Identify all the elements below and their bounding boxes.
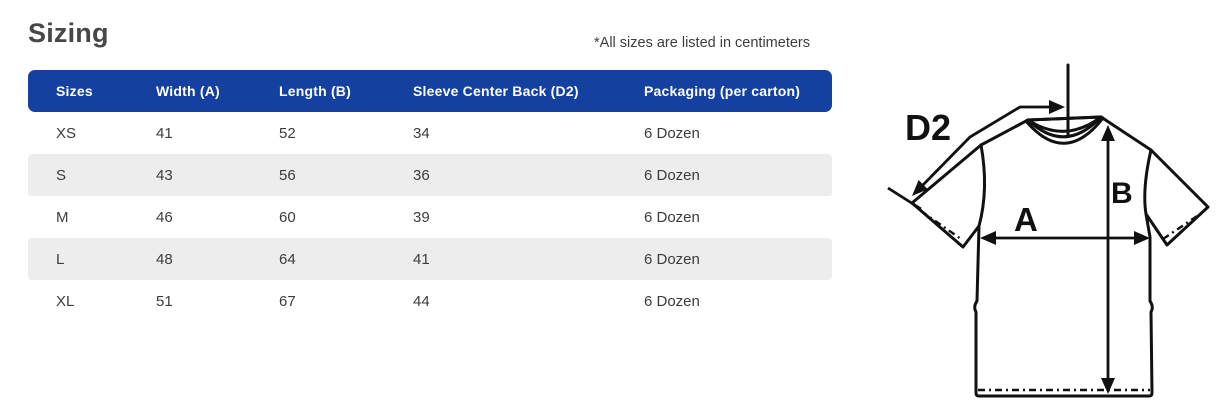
sleeve-cell: 36 — [413, 166, 430, 184]
size-cell: XL — [56, 292, 75, 310]
packaging-cell: 6 Dozen — [644, 166, 700, 184]
table-row-m: M 46 60 39 6 Dozen — [28, 196, 832, 238]
length-cell: 52 — [279, 124, 296, 142]
column-header-length: Length (B) — [279, 83, 351, 99]
table-row-l: L 48 64 41 6 Dozen — [28, 238, 832, 280]
sleeve-cell: 34 — [413, 124, 430, 142]
column-header-sleeve: Sleeve Center Back (D2) — [413, 83, 579, 99]
sleeve-center-back-arrow — [887, 100, 1065, 211]
size-cell: XS — [56, 124, 77, 142]
b-label: B — [1111, 177, 1133, 210]
size-cell: S — [56, 166, 67, 184]
sleeve-cell: 44 — [413, 292, 430, 310]
column-header-packaging: Packaging (per carton) — [644, 83, 801, 99]
tshirt-measurement-diagram: D2 A B — [887, 63, 1210, 398]
units-note: *All sizes are listed in centimeters — [594, 35, 810, 51]
table-row-xs: XS 41 52 34 6 Dozen — [28, 112, 832, 154]
column-header-sizes: Sizes — [56, 83, 93, 99]
length-arrow — [1101, 125, 1115, 394]
size-cell: L — [56, 250, 65, 268]
packaging-cell: 6 Dozen — [644, 250, 700, 268]
size-cell: M — [56, 208, 69, 226]
length-cell: 56 — [279, 166, 296, 184]
sleeve-cell: 41 — [413, 250, 430, 268]
length-cell: 64 — [279, 250, 296, 268]
packaging-cell: 6 Dozen — [644, 292, 700, 310]
width-cell: 41 — [156, 124, 173, 142]
column-header-width: Width (A) — [156, 83, 220, 99]
packaging-cell: 6 Dozen — [644, 208, 700, 226]
length-cell: 60 — [279, 208, 296, 226]
table-header-row: Sizes Width (A) Length (B) Sleeve Center… — [28, 70, 832, 112]
width-cell: 51 — [156, 292, 173, 310]
table-row-xl: XL 51 67 44 6 Dozen — [28, 280, 832, 322]
width-cell: 46 — [156, 208, 173, 226]
tshirt-outline-icon — [910, 63, 1210, 398]
width-cell: 43 — [156, 166, 173, 184]
width-cell: 48 — [156, 250, 173, 268]
page-title: Sizing — [28, 18, 109, 48]
sleeve-cell: 39 — [413, 208, 430, 226]
d2-label: D2 — [905, 107, 951, 148]
length-cell: 67 — [279, 292, 296, 310]
width-arrow — [980, 231, 1150, 245]
packaging-cell: 6 Dozen — [644, 124, 700, 142]
sizing-table: Sizes Width (A) Length (B) Sleeve Center… — [28, 70, 832, 322]
table-row-s: S 43 56 36 6 Dozen — [28, 154, 832, 196]
a-label: A — [1014, 201, 1038, 238]
